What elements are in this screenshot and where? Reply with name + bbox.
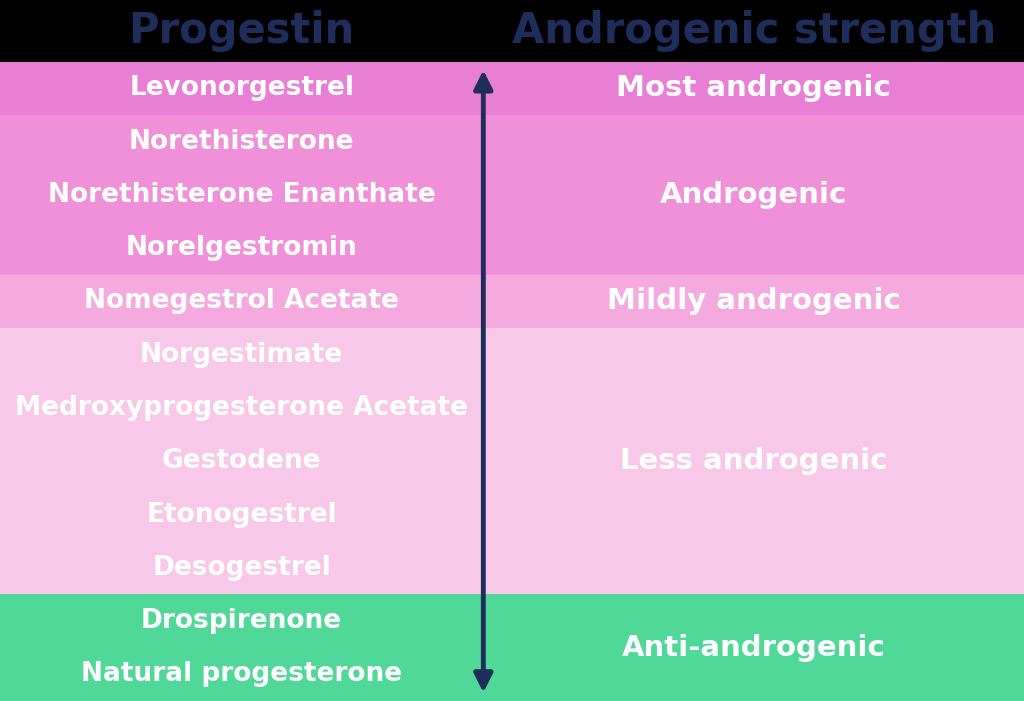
Text: Anti-androgenic: Anti-androgenic: [622, 634, 886, 662]
Text: Drospirenone: Drospirenone: [141, 608, 342, 634]
Text: Natural progesterone: Natural progesterone: [81, 661, 402, 688]
Text: Mildly androgenic: Mildly androgenic: [607, 287, 900, 315]
Text: Nomegestrol Acetate: Nomegestrol Acetate: [84, 288, 399, 315]
Bar: [0, 62, 483, 115]
Text: Progestin: Progestin: [129, 10, 354, 52]
Bar: [483, 275, 1024, 328]
Text: Androgenic: Androgenic: [660, 181, 847, 209]
Text: Etonogestrel: Etonogestrel: [146, 501, 337, 528]
Text: Most androgenic: Most androgenic: [616, 74, 891, 102]
Bar: [483, 62, 1024, 115]
Text: Norgestimate: Norgestimate: [140, 341, 343, 368]
Bar: [0, 115, 483, 275]
Text: Norelgestromin: Norelgestromin: [126, 235, 357, 261]
Text: Gestodene: Gestodene: [162, 448, 322, 475]
Text: Norethisterone: Norethisterone: [129, 128, 354, 155]
Text: Norethisterone Enanthate: Norethisterone Enanthate: [48, 182, 435, 208]
Bar: [0, 275, 483, 328]
Text: Desogestrel: Desogestrel: [153, 554, 331, 581]
Text: Levonorgestrel: Levonorgestrel: [129, 75, 354, 102]
Text: Androgenic strength: Androgenic strength: [512, 10, 995, 52]
Bar: [0, 594, 483, 701]
Text: Less androgenic: Less androgenic: [620, 447, 888, 475]
Bar: [483, 328, 1024, 594]
Text: Medroxyprogesterone Acetate: Medroxyprogesterone Acetate: [15, 395, 468, 421]
Bar: [483, 115, 1024, 275]
Bar: [483, 594, 1024, 701]
Bar: [0, 328, 483, 594]
